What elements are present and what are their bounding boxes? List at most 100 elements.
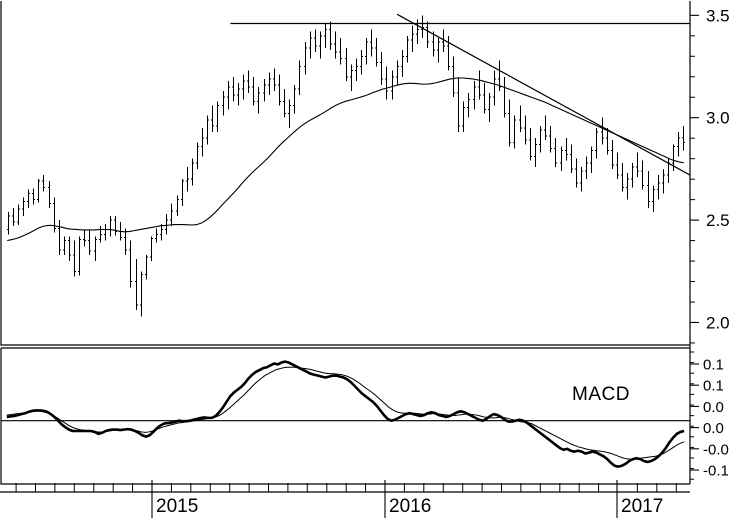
ohlc-bar bbox=[446, 35, 451, 71]
ohlc-bar bbox=[128, 240, 133, 288]
ohlc-bar bbox=[533, 138, 538, 167]
ohlc-bar bbox=[221, 91, 226, 116]
ohlc-bar bbox=[52, 197, 57, 233]
ohlc-bar bbox=[226, 80, 231, 110]
ohlc-bar bbox=[410, 25, 415, 53]
ohlc-bar bbox=[113, 216, 118, 236]
price-panel: 3.5 3.0 2.5 2.0 bbox=[0, 1, 730, 484]
ohlc-bar bbox=[543, 115, 548, 141]
ohlc-bar bbox=[164, 214, 169, 235]
ohlc-bar bbox=[344, 48, 349, 81]
ohlc-bar bbox=[11, 207, 16, 227]
macd-y-axis-ticks bbox=[690, 351, 699, 480]
ohlc-bar bbox=[620, 162, 625, 192]
ohlc-bar bbox=[477, 70, 482, 100]
x-year-label: 2015 bbox=[156, 496, 198, 517]
ohlc-bars-group bbox=[6, 15, 686, 317]
ohlc-bar bbox=[507, 99, 512, 147]
ohlc-bar bbox=[16, 204, 21, 226]
ohlc-bar bbox=[472, 80, 477, 110]
price-panel-frame bbox=[0, 1, 690, 346]
ohlc-bar bbox=[297, 60, 302, 96]
ohlc-bar bbox=[349, 64, 354, 92]
ohlc-bar bbox=[134, 259, 139, 311]
ohlc-bar bbox=[574, 158, 579, 188]
ohlc-bar bbox=[98, 226, 103, 243]
macd-panel: 0.1 0.1 0.0 0.0 -0.0 -0.1 MACD bbox=[0, 347, 729, 485]
ohlc-bar bbox=[338, 37, 343, 65]
ohlc-bar bbox=[175, 195, 180, 216]
ohlc-bar bbox=[251, 76, 256, 106]
ohlc-bar bbox=[47, 181, 52, 208]
ohlc-bar bbox=[605, 128, 610, 155]
ohlc-bar bbox=[256, 87, 261, 114]
ohlc-bar bbox=[646, 171, 651, 208]
macd-y-axis-labels: 0.1 0.1 0.0 0.0 -0.0 -0.1 bbox=[703, 357, 729, 480]
ohlc-bar bbox=[487, 93, 492, 122]
ohlc-bar bbox=[36, 179, 41, 203]
ohlc-bar bbox=[21, 197, 26, 216]
ohlc-bar bbox=[41, 175, 46, 192]
ohlc-bar bbox=[564, 138, 569, 161]
ohlc-bar bbox=[523, 115, 528, 145]
x-axis: 2015 2016 2017 bbox=[0, 480, 690, 518]
ohlc-bar bbox=[559, 146, 564, 171]
ohlc-bar bbox=[287, 99, 292, 128]
ohlc-bar bbox=[610, 140, 615, 169]
ohlc-bar bbox=[635, 152, 640, 178]
ohlc-bar bbox=[267, 72, 272, 96]
ohlc-bar bbox=[313, 29, 318, 53]
ohlc-bar bbox=[169, 203, 174, 227]
x-axis-year-boundaries bbox=[151, 480, 618, 518]
ohlc-bar bbox=[390, 70, 395, 100]
ohlc-bar bbox=[185, 166, 190, 192]
ohlc-bar bbox=[400, 50, 405, 77]
descending-trendline bbox=[396, 13, 691, 176]
ohlc-bar bbox=[144, 254, 149, 280]
ohlc-bar bbox=[72, 240, 77, 277]
price-y-label: 3.5 bbox=[706, 6, 730, 25]
ohlc-bar bbox=[292, 85, 297, 114]
macd-panel-frame bbox=[0, 347, 690, 485]
ohlc-bar bbox=[303, 42, 308, 75]
ohlc-bar bbox=[466, 93, 471, 118]
moving-average-line bbox=[7, 77, 684, 242]
ohlc-bar bbox=[461, 101, 466, 132]
ohlc-bar bbox=[123, 228, 128, 255]
ohlc-bar bbox=[210, 105, 215, 132]
ohlc-bar bbox=[436, 37, 441, 63]
ohlc-bar bbox=[328, 21, 333, 51]
price-y-label: 2.0 bbox=[706, 313, 730, 332]
ohlc-bar bbox=[579, 166, 584, 192]
ohlc-bar bbox=[318, 31, 323, 59]
ohlc-bar bbox=[512, 115, 517, 149]
ohlc-bar bbox=[589, 146, 594, 173]
x-year-label: 2016 bbox=[389, 496, 431, 517]
ohlc-bar bbox=[548, 125, 553, 153]
ohlc-bar bbox=[272, 68, 277, 92]
ohlc-bar bbox=[26, 189, 31, 208]
macd-signal-line bbox=[6, 366, 685, 460]
x-year-label: 2017 bbox=[621, 496, 663, 517]
ohlc-bar bbox=[154, 228, 159, 243]
ohlc-bar bbox=[630, 162, 635, 188]
ohlc-bar bbox=[277, 74, 282, 106]
ohlc-bar bbox=[282, 89, 287, 118]
ohlc-bar bbox=[518, 105, 523, 132]
ohlc-bar bbox=[492, 70, 497, 106]
ohlc-bar bbox=[93, 236, 98, 261]
price-y-label: 2.5 bbox=[706, 211, 730, 230]
ohlc-bar bbox=[676, 132, 681, 157]
ohlc-bar bbox=[656, 175, 661, 200]
macd-y-label: 0.0 bbox=[703, 420, 724, 437]
ohlc-bar bbox=[374, 37, 379, 67]
ohlc-bar bbox=[502, 76, 507, 118]
price-y-axis-ticks bbox=[689, 1, 699, 484]
ohlc-bar bbox=[553, 138, 558, 167]
ohlc-bar bbox=[395, 60, 400, 85]
ohlc-bar bbox=[159, 224, 164, 241]
ohlc-bar bbox=[661, 168, 666, 194]
ohlc-bar bbox=[31, 188, 36, 205]
ohlc-bar bbox=[6, 211, 11, 235]
ohlc-bar bbox=[67, 236, 72, 261]
